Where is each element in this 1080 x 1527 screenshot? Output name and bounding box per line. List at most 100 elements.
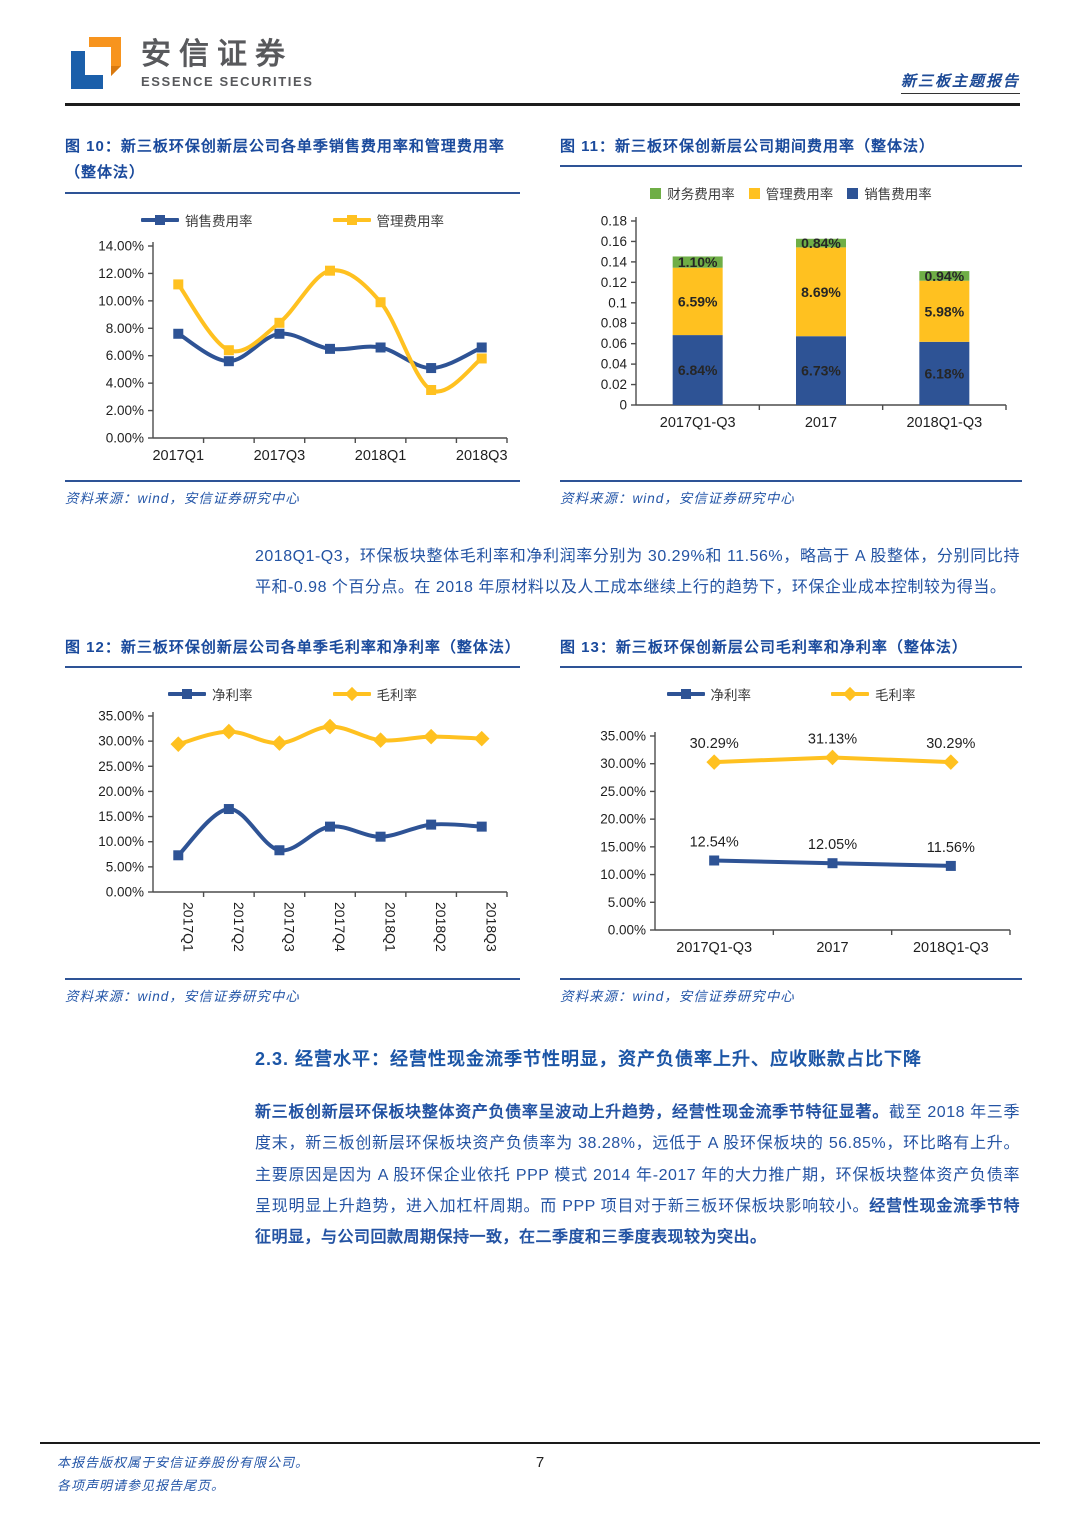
y-tick-label: 0.00%: [106, 885, 144, 900]
legend-line-icon: [332, 214, 371, 225]
axes: [148, 712, 508, 898]
body-paragraph-2: 新三板创新层环保板块整体资产负债率呈波动上升趋势，经营性现金流季节特征显著。截至…: [255, 1097, 1020, 1253]
diamond-marker-icon: [842, 687, 858, 702]
page-footer: 本报告版权属于安信证券股份有限公司。 各项声明请参见报告尾页。 7: [40, 1442, 1040, 1498]
diamond-marker-icon: [221, 723, 237, 740]
x-tick-label: 2018Q1-Q3: [906, 415, 982, 431]
y-tick-label: 0.06: [601, 336, 627, 351]
section-heading-2-3: 2.3. 经营水平：经营性现金流季节性明显，资产负债率上升、应收账款占比下降: [255, 1049, 923, 1070]
bar-label: 8.69%: [801, 284, 841, 300]
axes: [650, 732, 1011, 936]
y-tick-label: 0.00%: [608, 923, 646, 938]
bar-segment: [796, 336, 846, 406]
y-tick-label: 0.02: [601, 377, 627, 392]
figure-13: 图 13：新三板环保创新层公司毛利率和净利率（整体法） 净利率 毛利率 0.00%…: [560, 635, 1022, 1005]
square-marker-icon: [223, 804, 234, 815]
y-tick-label: 0.1: [608, 296, 627, 311]
square-marker-icon: [173, 278, 184, 289]
legend-line-icon: [831, 687, 869, 702]
paragraph-2-bold-tail: 经营性现金流季节特征明显，与公司回款周期保持一致，在二季度和三季度表现较为突出。: [255, 1197, 1020, 1246]
y-tick-label: 35.00%: [98, 709, 144, 724]
square-marker-icon: [375, 341, 386, 352]
x-tick-label: 2017Q3: [281, 902, 297, 952]
square-marker-icon: [476, 352, 487, 363]
series-line: [176, 807, 484, 858]
x-tick-label: 2017Q1-Q3: [676, 940, 752, 956]
y-tick-label: 0: [619, 398, 627, 413]
legend-line-icon: [332, 687, 371, 702]
square-marker-icon: [274, 317, 285, 328]
figure-11-legend: 财务费用率 管理费用率 销售费用率: [560, 181, 1022, 205]
brand-name-en: ESSENCE SECURITIES: [141, 73, 314, 89]
bar-segment: [796, 239, 846, 248]
bar-segment: [919, 342, 970, 406]
legend-item-label: 管理费用率: [765, 187, 834, 203]
square-marker-icon: [173, 850, 184, 861]
diamond-marker-icon: [271, 735, 288, 752]
legend-item-label: 毛利率: [376, 688, 418, 704]
y-tick-label: 12.00%: [98, 265, 144, 280]
square-marker-icon: [375, 831, 386, 842]
figure-11-title: 图 11：新三板环保创新层公司期间费用率（整体法）: [560, 134, 1022, 168]
y-tick-label: 20.00%: [98, 784, 144, 799]
square-marker-icon: [325, 265, 335, 276]
line-series: [173, 265, 487, 395]
y-tick-label: 10.00%: [98, 834, 144, 849]
x-tick-label: 2018Q1-Q3: [913, 940, 989, 956]
essence-securities-logo-icon: [65, 32, 127, 94]
x-tick-label: 2017Q2: [231, 902, 247, 952]
figure-11-chart-area: 财务费用率 管理费用率 销售费用率 0 0.02 0.04 0.06 0.08 0.1 0.12…: [560, 177, 1022, 451]
figure-12-legend: 净利率 毛利率: [65, 682, 520, 706]
bar-segment: [672, 335, 723, 406]
line-series: [173, 804, 487, 861]
figure-13-legend: 净利率 毛利率: [560, 682, 1022, 706]
bar-segment: [919, 271, 970, 281]
y-tick-label: 0.14: [601, 255, 628, 270]
legend-item-label: 管理费用率: [376, 213, 445, 229]
figure-11-chart: 0 0.02 0.04 0.06 0.08 0.1 0.12 0.14 0.16 0.18 2017…: [601, 214, 1007, 431]
figure-13-source: 资料来源：wind，安信证券研究中心: [560, 978, 1022, 1005]
square-marker-icon: [426, 362, 437, 373]
legend-item: 毛利率: [332, 684, 418, 704]
diamond-marker-icon: [824, 749, 841, 766]
bar-label: 0.94%: [924, 268, 964, 284]
legend-item-label: 财务费用率: [667, 187, 735, 203]
legend-item: 财务费用率: [650, 183, 735, 203]
y-tick-label: 0.16: [601, 234, 627, 249]
square-marker-icon: [476, 821, 487, 832]
brand-text: 安信证券 ESSENCE SECURITIES: [141, 38, 314, 89]
square-marker-icon: [155, 214, 165, 225]
square-marker-icon: [274, 845, 285, 856]
figure-10-source: 资料来源：wind，安信证券研究中心: [65, 479, 520, 507]
figure-row-1: 图 10：新三板环保创新层公司各单季销售费用率和管理费用率（整体法） 销售费用率…: [65, 134, 1022, 507]
legend-item-label: 销售费用率: [185, 213, 253, 229]
figure-11: 图 11：新三板环保创新层公司期间费用率（整体法） 财务费用率 管理费用率 销售费用…: [560, 134, 1022, 507]
bar-segment: [796, 247, 846, 337]
line-series: [173, 328, 487, 373]
diamond-marker-icon: [372, 732, 389, 749]
diamond-marker-icon: [170, 736, 187, 753]
x-tick-label: 2017: [805, 415, 837, 431]
legend-item-label: 毛利率: [875, 688, 916, 704]
x-tick-label: 2017Q1: [152, 448, 204, 464]
y-tick-label: 8.00%: [106, 320, 144, 335]
legend-swatch-icon: [650, 187, 662, 199]
figure-10-title: 图 10：新三板环保创新层公司各单季销售费用率和管理费用率（整体法）: [65, 134, 520, 194]
square-marker-icon: [274, 328, 285, 339]
brand-name-cn: 安信证券: [141, 37, 293, 71]
bar-series: 6.84% 6.73% 6.18%: [672, 335, 970, 406]
series-line: [176, 267, 484, 394]
figure-13-chart: 0.00% 5.00% 10.00% 15.00% 20.00% 25.00% 30.00%…: [600, 729, 1011, 956]
bar-label: 6.73%: [801, 363, 841, 379]
legend-item-label: 销售费用率: [864, 187, 932, 203]
y-tick-label: 15.00%: [98, 809, 144, 824]
y-tick-label: 10.00%: [600, 867, 646, 882]
bar-segment: [919, 280, 970, 343]
legend-item: 净利率: [666, 684, 751, 704]
y-tick-label: 6.00%: [106, 348, 144, 363]
point-label: 12.05%: [808, 837, 857, 853]
y-tick-label: 30.00%: [98, 734, 144, 749]
y-tick-label: 30.00%: [600, 756, 646, 771]
x-tick-label: 2017Q1: [180, 902, 196, 952]
square-marker-icon: [325, 343, 335, 354]
